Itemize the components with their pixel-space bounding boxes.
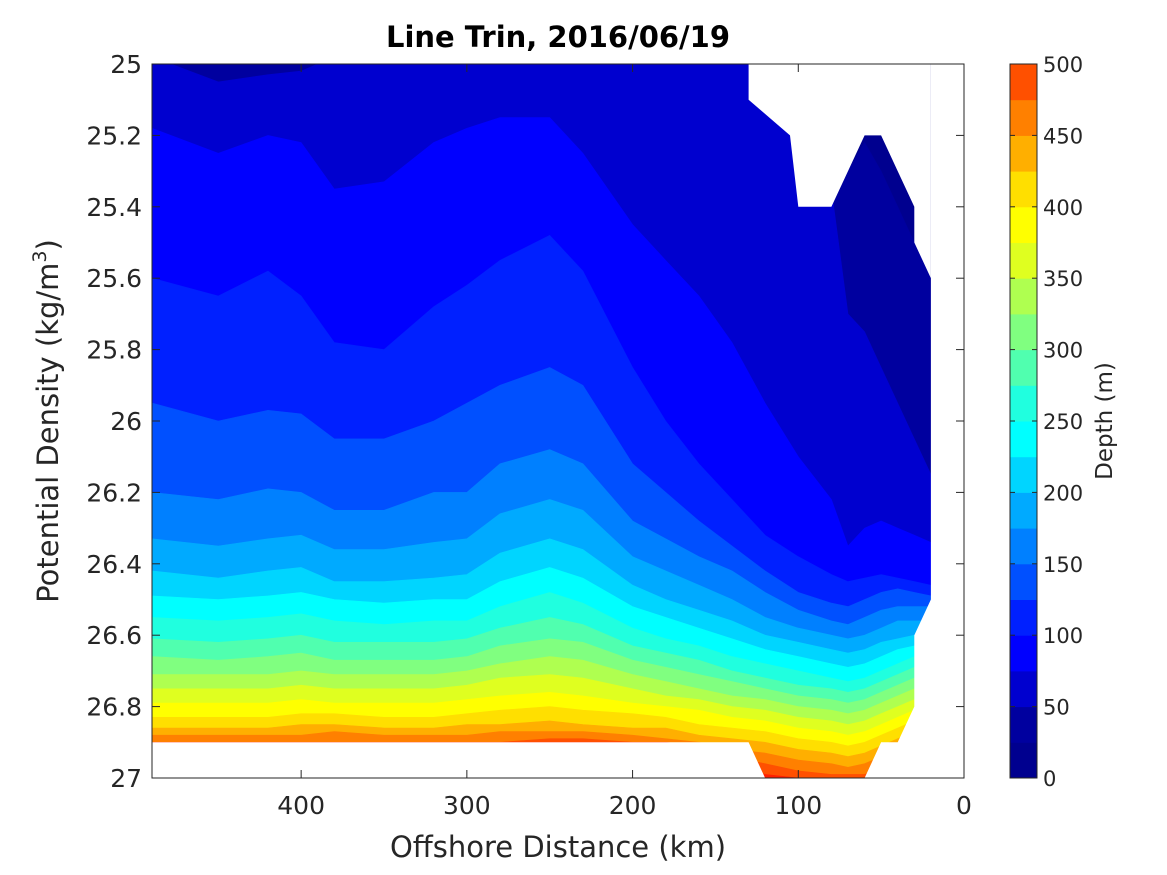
x-tick-label: 100 [774, 791, 822, 820]
colorbar-tick-label: 300 [1043, 339, 1083, 363]
chart-title: Line Trin, 2016/06/19 [386, 20, 730, 54]
colorbar-label: Depth (m) [1092, 362, 1118, 480]
colorbar-frame [1009, 63, 1038, 779]
colorbar-tick-label: 450 [1043, 124, 1083, 148]
colorbar-tick-label: 100 [1043, 624, 1083, 648]
colorbar-segment [1010, 456, 1037, 493]
x-axis-label: Offshore Distance (km) [390, 830, 726, 864]
x-tick-label: 400 [277, 791, 325, 820]
y-tick-label: 25 [110, 50, 142, 79]
colorbar-segment [1010, 171, 1037, 208]
y-tick-label: 25.4 [86, 193, 142, 222]
colorbar-segment [1010, 706, 1037, 743]
colorbar-tick-label: 250 [1043, 410, 1083, 434]
colorbar-segment [1010, 64, 1037, 101]
colorbar-segment [1010, 242, 1037, 279]
y-axis: 25 25.2 25.4 25.6 25.8 26 26.2 26.4 26.6 26.8 27 [86, 50, 964, 793]
colorbar-tick-label: 400 [1043, 196, 1083, 220]
colorbar-segment [1010, 528, 1037, 565]
y-axis-label-main: Potential Density (kg/m [31, 263, 65, 603]
colorbar-tick-label: 500 [1043, 53, 1083, 77]
colorbar-segment [1010, 670, 1037, 708]
y-tick-label: 26 [110, 407, 142, 436]
y-tick-label: 27 [110, 764, 142, 793]
y-tick-label: 25.2 [86, 121, 142, 150]
x-axis: 400 300 200 100 0 [277, 64, 972, 820]
colorbar-tick-label: 200 [1043, 481, 1083, 505]
colorbar-segment [1010, 99, 1037, 136]
y-axis-label-superscript: 3 [29, 250, 51, 262]
colorbar-tick-label: 350 [1043, 267, 1083, 291]
colorbar-segment [1010, 278, 1037, 315]
y-tick-label: 26.6 [86, 621, 142, 650]
x-tick-label: 200 [609, 791, 657, 820]
y-tick-label: 26.8 [86, 693, 142, 722]
y-axis-label: Potential Density (kg/m3) [29, 239, 65, 603]
colorbar-segment [1010, 492, 1037, 529]
colorbar-segment [1010, 313, 1037, 351]
colorbar-tick-label: 150 [1043, 553, 1083, 577]
y-axis-label-close: ) [31, 239, 65, 250]
colorbar-tick-label: 50 [1043, 696, 1070, 720]
colorbar-segment [1010, 599, 1037, 636]
y-tick-label: 26.4 [86, 550, 142, 579]
no-data-bottom-right-gap [864, 64, 964, 778]
colorbar-segment [1010, 349, 1037, 386]
colorbar-segment [1010, 135, 1037, 172]
colorbar-segment [1010, 635, 1037, 672]
colorbar-segment [1010, 385, 1037, 422]
colorbar-segment [1010, 421, 1037, 458]
colorbar-segment [1010, 563, 1037, 600]
x-tick-label: 300 [443, 791, 491, 820]
y-tick-label: 25.6 [86, 264, 142, 293]
x-tick-label: 0 [956, 791, 972, 820]
y-tick-label: 25.8 [86, 336, 142, 365]
colorbar-segment [1010, 206, 1037, 243]
no-data-top-right-gap [748, 64, 931, 279]
colorbar-tick-label: 0 [1043, 767, 1056, 791]
y-tick-label: 26.2 [86, 478, 142, 507]
contour-fill-layer [152, 64, 932, 778]
no-data-layer [152, 64, 964, 778]
no-data-bottom-left-gap [152, 742, 766, 778]
colorbar-segment [1010, 742, 1037, 779]
